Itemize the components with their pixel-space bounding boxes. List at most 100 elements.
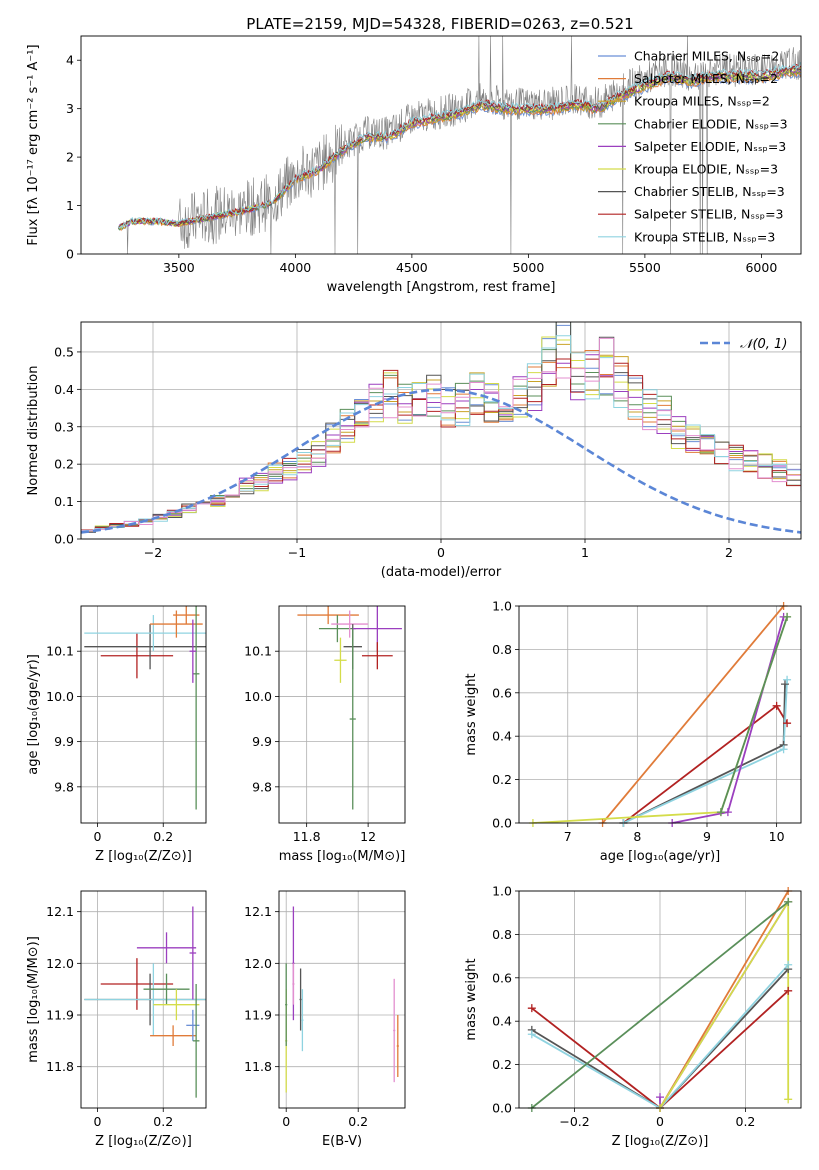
x-tick-label: 10 [769,829,785,844]
x-tick-label: 0 [282,1114,290,1129]
x-axis-label: (data-model)/error [381,565,502,580]
y-axis-label: mass weight [464,673,479,755]
weight-line-1 [601,606,785,823]
plot-area [84,606,206,810]
plot-area [81,322,801,536]
y-tick-label: 1 [66,198,74,213]
plus-marker [784,986,793,995]
legend-entry: 𝒩(0, 1) [740,337,787,352]
panel-weight_vs_Z: −0.2 0 0.2 0.0 0.2 0.4 0.6 0.8 1.0 Z [log₁₀(Z/Z⊙)… [464,884,802,1149]
weight-line-4 [659,891,789,1108]
y-tick-label: 12.0 [46,956,74,971]
histogram-step-1 [81,324,801,536]
plus-marker [784,897,793,906]
plus-marker [527,1030,536,1039]
axes-frame [518,605,802,824]
y-tick-label: 1.0 [492,884,512,899]
y-tick-label: 3 [66,101,74,116]
plus-marker [784,960,793,969]
y-tick-label: 0.4 [54,382,74,397]
x-tick-label: 9 [703,829,711,844]
x-tick-label: 0 [437,545,445,560]
x-tick-label: 3500 [163,260,195,275]
legend-entry: Chabrier MILES, Nₛₛₚ=2 [634,49,779,64]
y-tick-label: 12.1 [244,904,272,919]
y-tick-label: 0.5 [54,344,74,359]
y-tick-label: 0.2 [492,1057,512,1072]
y-tick-label: 0.4 [492,729,512,744]
y-axis-label: mass weight [464,958,479,1040]
x-axis-label: Z [log₁₀(Z/Z⊙)] [95,1134,192,1149]
x-tick-label: 6000 [745,260,777,275]
panel-age_vs_Z: 0 0.2 9.8 9.9 10.0 10.1 Z [log₁₀(Z/Z⊙)] age [lo… [26,605,207,864]
histogram-step-10 [81,337,801,535]
plot-area [84,906,206,1098]
y-tick-label: 11.9 [46,1008,74,1023]
weight-line-7 [531,901,789,1108]
x-axis-label: mass [log₁₀(M/M⊙)] [279,849,406,864]
y-tick-label: 2 [66,150,74,165]
observed-spectrum-line [118,36,801,254]
x-tick-label: 0.2 [153,829,173,844]
histogram-step-4 [81,322,801,536]
y-tick-label: 12.1 [46,904,74,919]
y-axis-label: Normed distribution [26,366,41,496]
plus-marker [783,675,792,684]
x-tick-label: 8 [633,829,641,844]
y-tick-label: 12.0 [244,956,272,971]
y-tick-label: 10.0 [46,689,74,704]
y-tick-label: 9.9 [252,734,272,749]
x-tick-label: 12 [360,829,376,844]
y-tick-label: 0.6 [492,970,512,985]
axes-frame [278,890,406,1109]
legend-entry: Kroupa STELIB, Nₛₛₚ=3 [634,229,775,244]
weight-line-1 [531,990,789,1108]
x-tick-label: 4500 [396,260,428,275]
legend-entry: Chabrier STELIB, Nₛₛₚ=3 [634,184,785,199]
y-tick-label: 0.2 [492,772,512,787]
x-tick-label: 5500 [629,260,661,275]
plus-marker [780,680,789,689]
model-line-9 [117,62,801,229]
x-tick-label: 7 [564,829,572,844]
axes-frame [80,605,207,824]
weight-line-2 [531,968,789,1108]
y-axis-label: Flux [fλ 10⁻¹⁷ erg cm⁻² s⁻¹ A⁻¹] [26,44,41,245]
plus-marker [784,1095,793,1104]
x-axis-label: wavelength [Angstrom, rest frame] [327,280,556,295]
plus-marker [783,719,792,728]
axes-frame [80,890,207,1109]
plus-marker [716,808,725,817]
histogram-step-7 [81,322,801,535]
axes-frame [278,605,406,824]
legend-entry: Salpeter STELIB, Nₛₛₚ=3 [634,207,784,222]
y-tick-label: 0.1 [54,494,74,509]
y-axis-label: age [log₁₀(age/yr)] [26,654,41,775]
plot-area [117,36,801,254]
x-tick-label: 0 [93,1114,101,1129]
weight-line-3 [531,964,789,1108]
weight-line-6 [659,898,790,1108]
legend-entry: Chabrier ELODIE, Nₛₛₚ=3 [634,116,788,131]
panel-weight_vs_age: 7 8 9 10 0.0 0.2 0.4 0.6 0.8 1.0 age [log₁₀(age/yr… [464,599,802,864]
panel-residuals: −2 −1 0 1 2 0.0 0.1 0.2 0.3 0.4 0.5 (data-model)/er… [26,321,802,580]
panel-mass_vs_ebv: 0 0.2 11.8 11.9 12.0 12.1 E(B-V) [244,890,406,1149]
panel-mass_vs_Z: 0 0.2 11.8 11.9 12.0 12.1 Z [log₁₀(Z/Z⊙)] mass … [26,890,207,1149]
y-tick-label: 4 [66,53,74,68]
x-tick-label: 0 [656,1114,664,1129]
weight-line-7 [720,616,788,813]
plus-marker [779,745,788,754]
y-tick-label: 11.9 [244,1008,272,1023]
y-tick-label: 9.9 [54,734,74,749]
x-axis-label: Z [log₁₀(Z/Z⊙)] [612,1134,709,1149]
y-tick-label: 0.8 [492,642,512,657]
axes-frame [518,890,802,1109]
plus-marker [656,1093,664,1102]
y-tick-label: 10.0 [244,689,272,704]
axes-frame [80,35,802,255]
gaussian-curve [81,388,801,534]
weight-line-3 [623,684,786,823]
x-tick-label: −1 [288,545,306,560]
plus-marker [723,808,732,817]
legend-entry: Salpeter MILES, Nₛₛₚ=2 [634,71,778,86]
